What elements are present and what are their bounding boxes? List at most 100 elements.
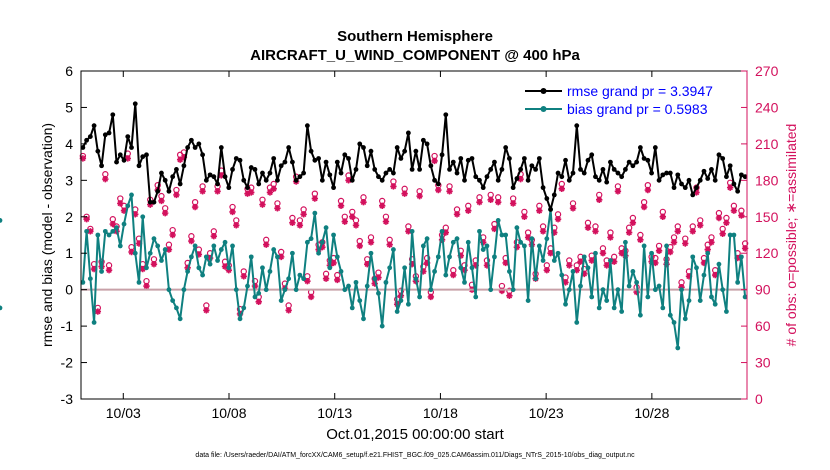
bias-point <box>428 287 434 293</box>
y2-tick-label: 150 <box>755 209 779 225</box>
rmse-point <box>357 141 363 147</box>
obs-assimilated-point <box>263 241 270 248</box>
rmse-point <box>701 168 707 174</box>
bias-point <box>622 239 628 245</box>
bias-point <box>372 276 378 282</box>
rmse-point <box>342 152 348 158</box>
bias-point <box>641 243 647 249</box>
bias-point <box>492 254 497 260</box>
bias-point <box>443 272 449 278</box>
obs-assimilated-point <box>188 237 195 245</box>
obs-assimilated-point <box>120 207 128 214</box>
obs-assimilated-point <box>147 201 154 208</box>
rmse-point <box>690 192 696 198</box>
bias-point <box>230 243 235 249</box>
obs-assimilated-point <box>304 277 311 285</box>
bias-point <box>417 294 423 300</box>
rmse-point <box>301 170 307 176</box>
rmse-point <box>589 152 595 158</box>
rmse-point <box>477 177 482 183</box>
obs-assimilated-point <box>83 216 90 223</box>
rmse-point <box>574 123 580 129</box>
rmse-point <box>308 148 314 154</box>
bias-point <box>536 243 542 249</box>
rmse-point <box>637 145 643 150</box>
bias-point <box>649 250 654 256</box>
obs-assimilated-point <box>573 267 580 274</box>
bias-point <box>159 258 164 263</box>
rmse-point <box>211 174 217 180</box>
rmse-point <box>353 167 359 172</box>
rmse-point <box>188 137 194 143</box>
bias-point <box>420 243 426 249</box>
bias-point <box>177 316 183 322</box>
rmse-point <box>724 174 729 180</box>
bias-point <box>738 254 744 260</box>
bias-point <box>521 243 527 249</box>
obs-assimilated-point <box>229 208 236 216</box>
bias-point <box>342 287 348 293</box>
bias-point <box>308 236 314 242</box>
bias-series <box>0 192 748 351</box>
bias-point <box>533 276 539 282</box>
obs-assimilated-point <box>386 241 393 248</box>
rmse-point <box>144 152 149 158</box>
rmse-point <box>641 156 647 161</box>
bias-point <box>316 250 321 256</box>
obs-assimilated-point <box>233 222 240 229</box>
obs-assimilated-point <box>592 228 599 235</box>
obs-assimilated-point <box>259 201 266 208</box>
rmse-point <box>611 167 617 172</box>
rmse-point <box>634 159 640 165</box>
obs-assimilated-point <box>240 273 247 280</box>
rmse-point <box>331 185 336 191</box>
bias-point <box>286 276 292 282</box>
bias-point <box>102 228 108 234</box>
bias-point <box>705 250 711 256</box>
bias-point <box>200 272 206 278</box>
rmse-point <box>424 141 430 147</box>
rmse-point <box>181 163 187 169</box>
obs-assimilated-point <box>173 191 180 199</box>
rmse-point <box>200 152 206 158</box>
bias-point <box>241 305 247 311</box>
bias-point <box>458 265 464 271</box>
bias-point <box>353 279 359 285</box>
bias-point <box>379 323 385 329</box>
rmse-point <box>727 163 733 169</box>
legend-rmse-label: rmse grand pr = 3.3947 <box>567 83 713 99</box>
bias-point <box>207 261 213 267</box>
rmse-point <box>267 170 273 176</box>
rmse-point <box>484 174 490 180</box>
obs-assimilated-point <box>135 240 143 247</box>
obs-assimilated-point <box>577 258 584 265</box>
bias-point <box>675 345 681 351</box>
rmse-point <box>413 148 419 154</box>
obs-assimilated-point <box>206 254 214 262</box>
rmse-point <box>323 159 329 165</box>
rmse-point <box>185 145 191 150</box>
bias-point <box>682 316 688 322</box>
bias-point <box>117 243 123 249</box>
rmse-point <box>626 159 632 165</box>
rmse-point <box>536 156 542 161</box>
rmse-point <box>566 177 572 183</box>
rmse-point <box>304 123 310 129</box>
obs-assimilated-point <box>726 184 734 191</box>
legend-bias-marker <box>540 106 547 112</box>
obs-assimilated-point <box>461 267 468 274</box>
obs-assimilated-point <box>741 245 749 252</box>
obs-assimilated-point <box>644 186 652 194</box>
bias-point <box>409 228 415 234</box>
bias-point <box>432 269 437 274</box>
bias-point <box>376 290 381 296</box>
axes: -3-2-10123456030609012015018021024027010… <box>61 63 779 421</box>
bias-point <box>364 283 370 289</box>
rmse-point <box>473 174 479 180</box>
rmse-point <box>720 156 726 161</box>
rmse-point <box>507 156 512 161</box>
rmse-point <box>712 177 718 183</box>
obs-assimilated-point <box>738 212 745 219</box>
obs-assimilated-point <box>670 239 678 246</box>
bias-point <box>525 298 531 303</box>
